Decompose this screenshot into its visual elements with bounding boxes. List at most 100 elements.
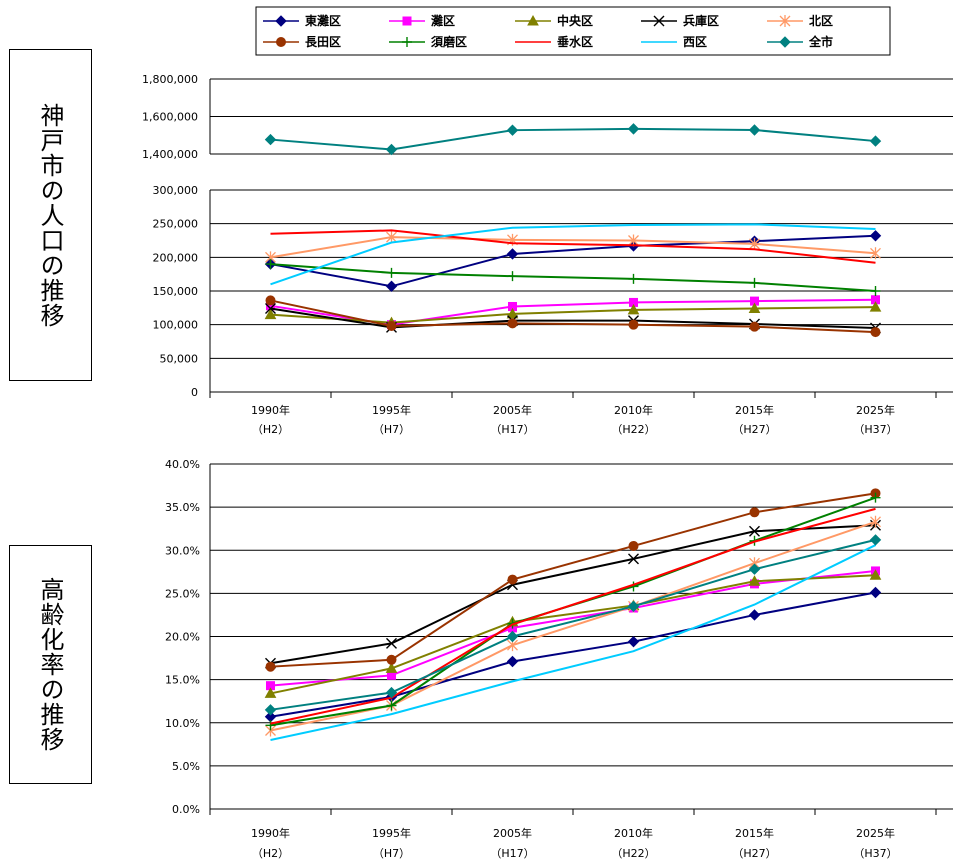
aging-point — [386, 654, 397, 665]
aging-series-6 — [265, 492, 881, 731]
population-point — [507, 318, 518, 329]
legend-label: 長田区 — [305, 34, 341, 49]
aging-point — [748, 609, 761, 621]
aging-x-tick-sublabel: （H2） — [252, 847, 289, 860]
legend-label: 灘区 — [431, 13, 455, 28]
population-x-tick-sublabel: （H17） — [490, 423, 534, 436]
aging-y-tick-label: 0.0% — [172, 803, 200, 816]
population-x-tick-sublabel: （H2） — [252, 423, 289, 436]
aging-y-tick-label: 35.0% — [165, 501, 200, 514]
aging-series-9 — [264, 534, 882, 716]
aging-point — [748, 575, 761, 586]
population-point — [507, 271, 518, 282]
population-x-tick-sublabel: （H37） — [853, 423, 897, 436]
aging-point — [506, 655, 519, 668]
population-point — [386, 231, 397, 244]
legend-item: 北区 — [767, 13, 833, 28]
population-point — [748, 124, 761, 136]
population-y-tick-label: 1,800,000 — [142, 73, 198, 86]
population-y-tick-label: 200,000 — [153, 251, 199, 264]
population-series-line — [270, 299, 876, 334]
population-point — [749, 237, 760, 250]
aging-chart: 0.0% 5.0% 10.0% 15.0% 20.0% 25.0% 30.0% 35.0% 40… — [165, 458, 953, 816]
aging-x-tick-sublabel: （H22） — [611, 847, 655, 860]
population-series-7 — [270, 229, 876, 264]
aging-point — [506, 630, 519, 643]
aging-point — [385, 662, 398, 673]
population-x-tick-label: 1995年 — [372, 403, 411, 417]
population-point — [869, 301, 882, 312]
population-point — [386, 321, 397, 332]
aging-series-line — [270, 538, 876, 711]
population-x-tick-sublabel: （H7） — [373, 423, 410, 436]
aging-point — [628, 540, 639, 551]
population-y-tick-label: 1,600,000 — [142, 111, 198, 124]
population-point — [870, 286, 881, 296]
population-series-4 — [265, 231, 881, 264]
population-point — [506, 248, 519, 260]
population-y-tick-label: 1,400,000 — [142, 148, 198, 161]
population-point — [265, 259, 276, 270]
population-point — [869, 135, 882, 147]
aging-series-1 — [266, 566, 880, 691]
population-series-6 — [265, 259, 881, 296]
population-y-tick-label: 100,000 — [153, 319, 199, 332]
aging-point — [265, 720, 276, 731]
legend-item: 垂水区 — [515, 34, 593, 49]
aging-point — [386, 637, 397, 649]
aging-x-tick-sublabel: （H7） — [373, 847, 410, 860]
aging-point — [870, 515, 881, 528]
aging-point — [748, 563, 761, 575]
legend-item: 全市 — [767, 34, 833, 49]
aging-series-7 — [270, 507, 876, 725]
population-point — [264, 308, 277, 320]
aging-point — [749, 525, 760, 537]
population-x-tick-label: 2005年 — [493, 403, 532, 417]
aging-point — [265, 661, 276, 672]
aging-series-5 — [265, 488, 881, 672]
population-point — [385, 143, 398, 156]
population-x-tick-label: 2025年 — [856, 403, 895, 417]
population-y-tick-label: 250,000 — [153, 218, 199, 231]
aging-point — [264, 687, 277, 698]
population-side-label-box: 神戸市の人口の推移 — [9, 49, 92, 381]
legend-label: 須磨区 — [430, 34, 467, 49]
population-y-tick-label: 50,000 — [160, 352, 199, 365]
population-point — [870, 247, 881, 260]
legend-item: 中央区 — [515, 13, 593, 28]
aging-point — [870, 492, 881, 503]
aging-y-tick-label: 5.0% — [172, 760, 200, 773]
population-point — [627, 123, 640, 135]
population-point — [627, 303, 640, 315]
legend-marker — [402, 37, 412, 47]
aging-series-3 — [265, 519, 881, 669]
population-series-line — [270, 263, 876, 292]
legend-label: 全市 — [808, 34, 833, 49]
population-point — [870, 327, 881, 338]
population-series-5 — [265, 295, 881, 338]
aging-side-label-box: 高齢化率の推移 — [9, 545, 92, 784]
aging-y-tick-label: 10.0% — [165, 717, 200, 730]
aging-x-tick-sublabel: （H17） — [490, 847, 534, 860]
population-point — [748, 302, 761, 314]
population-y-tick-label: 0 — [191, 386, 198, 399]
aging-y-tick-label: 30.0% — [165, 544, 200, 557]
population-point — [265, 295, 276, 306]
aging-point — [507, 574, 518, 585]
aging-series-8 — [270, 544, 876, 741]
aging-point — [869, 586, 882, 599]
aging-series-line — [270, 591, 876, 718]
legend-item: 灘区 — [389, 13, 455, 28]
legend-marker — [275, 15, 287, 27]
legend-label: 垂水区 — [557, 34, 593, 49]
aging-y-tick-label: 40.0% — [165, 458, 200, 471]
population-point — [749, 321, 760, 332]
aging-series-line — [270, 507, 876, 725]
population-point — [265, 303, 276, 315]
population-series-line — [270, 229, 876, 264]
population-point — [385, 280, 398, 292]
population-series-line — [270, 307, 876, 330]
aging-x-tick-label: 1995年 — [372, 826, 411, 840]
